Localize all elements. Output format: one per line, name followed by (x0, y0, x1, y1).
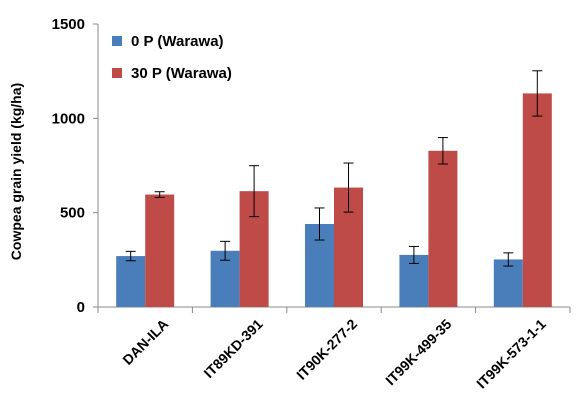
x-tick-label: IT89KD-391 (200, 316, 265, 381)
x-tick-label: IT90K-277-2 (293, 316, 360, 383)
bar (522, 93, 552, 307)
y-tick-label: 500 (60, 205, 85, 222)
bar (428, 150, 458, 307)
bars (116, 70, 552, 307)
legend-swatch (112, 68, 122, 78)
bar (116, 256, 146, 307)
y-tick-label: 1000 (52, 110, 85, 127)
x-tick-label: IT99K-573-1-1 (473, 316, 549, 392)
legend-label: 30 P (Warawa) (131, 65, 232, 82)
y-tick-label: 0 (77, 299, 85, 316)
legend: 0 P (Warawa) 30 P (Warawa) (112, 33, 232, 82)
y-axis-title: Cowpea grain yield (kg/ha) (8, 83, 24, 260)
legend-swatch (112, 36, 122, 46)
x-tick-label: DAN-ILA (119, 316, 171, 368)
bar (493, 259, 523, 307)
y-axis: 0 500 1000 1500 (52, 16, 99, 316)
legend-label: 0 P (Warawa) (131, 33, 224, 50)
bar (145, 194, 175, 307)
y-tick-label: 1500 (52, 16, 85, 33)
x-tick-label: IT99K-499-35 (382, 316, 455, 389)
x-axis: DAN-ILA IT89KD-391 IT90K-277-2 IT99K-499-35… (97, 306, 571, 392)
